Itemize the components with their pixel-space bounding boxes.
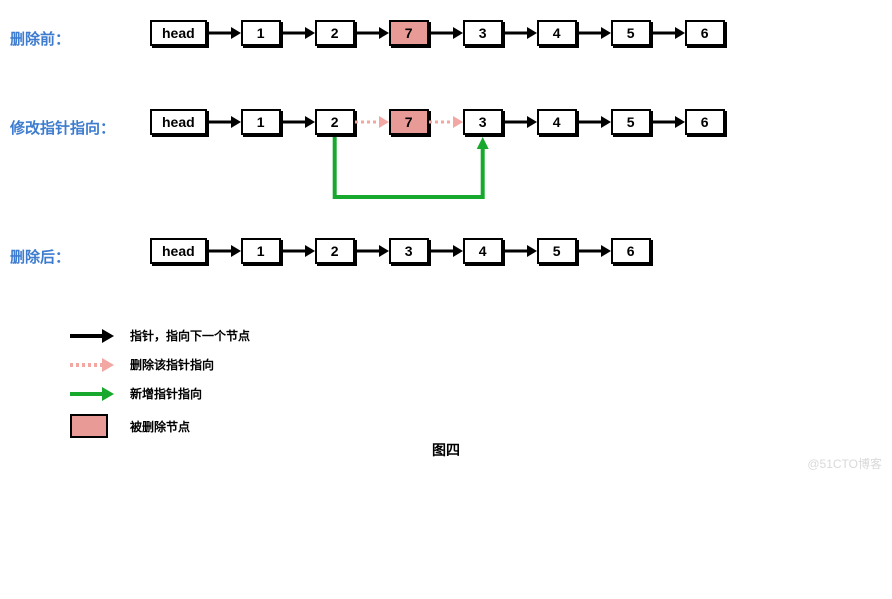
arrow xyxy=(207,109,241,135)
node: 3 xyxy=(389,238,429,264)
figure-label: 图四 xyxy=(10,440,882,460)
node: head xyxy=(150,238,207,264)
node: 5 xyxy=(611,109,651,135)
arrow xyxy=(355,20,389,46)
node: 2 xyxy=(315,109,355,135)
node: head xyxy=(150,109,207,135)
arrow xyxy=(281,238,315,264)
arrow-black-icon xyxy=(70,329,120,343)
legend-new-pointer: 新增指针指向 xyxy=(70,385,882,402)
arrow xyxy=(281,20,315,46)
arrow xyxy=(577,109,611,135)
row-before: 删除前： head 1 2 7 3 4 5 6 xyxy=(10,20,882,49)
arrow xyxy=(577,238,611,264)
arrow-pink-dashed-icon xyxy=(70,358,120,372)
arrow-dashed xyxy=(429,109,463,135)
chain-modify: head 1 2 7 3 4 5 6 xyxy=(150,109,725,135)
node: 2 xyxy=(315,238,355,264)
arrow xyxy=(207,20,241,46)
arrow xyxy=(429,20,463,46)
node-deleted: 7 xyxy=(389,109,429,135)
node: 6 xyxy=(611,238,651,264)
legend-pointer-text: 指针，指向下一个节点 xyxy=(130,327,250,344)
arrow xyxy=(503,20,537,46)
node: 6 xyxy=(685,20,725,46)
node: 5 xyxy=(611,20,651,46)
label-modify: 修改指针指向： xyxy=(10,109,150,138)
node: 2 xyxy=(315,20,355,46)
node: 3 xyxy=(463,109,503,135)
legend-deleted-node-text: 被删除节点 xyxy=(130,418,190,435)
chain-before: head 1 2 7 3 4 5 6 xyxy=(150,20,725,46)
node: head xyxy=(150,20,207,46)
node: 4 xyxy=(463,238,503,264)
arrow-green-icon xyxy=(70,387,120,401)
arrow xyxy=(207,238,241,264)
arrow xyxy=(355,238,389,264)
deleted-node-icon xyxy=(70,414,120,438)
node: 4 xyxy=(537,109,577,135)
row-after: 删除后： head 1 2 3 4 5 6 xyxy=(10,238,882,267)
chain-after: head 1 2 3 4 5 6 xyxy=(150,238,651,264)
node: 6 xyxy=(685,109,725,135)
node: 3 xyxy=(463,20,503,46)
legend-deleted-pointer-text: 删除该指针指向 xyxy=(130,356,214,373)
legend-deleted-pointer: 删除该指针指向 xyxy=(70,356,882,373)
node-deleted: 7 xyxy=(389,20,429,46)
arrow xyxy=(577,20,611,46)
arrow xyxy=(503,109,537,135)
legend-deleted-node: 被删除节点 xyxy=(70,414,882,438)
legend: 指针，指向下一个节点 删除该指针指向 新增指针指向 被删除节点 xyxy=(70,327,882,438)
row-modify: 修改指针指向： head 1 2 7 3 4 5 6 xyxy=(10,109,882,138)
label-after: 删除后： xyxy=(10,238,150,267)
arrow xyxy=(429,238,463,264)
label-before: 删除前： xyxy=(10,20,150,49)
arrow-dashed xyxy=(355,109,389,135)
node: 5 xyxy=(537,238,577,264)
node: 1 xyxy=(241,20,281,46)
node: 1 xyxy=(241,238,281,264)
watermark: @51CTO博客 xyxy=(807,455,882,472)
legend-pointer: 指针，指向下一个节点 xyxy=(70,327,882,344)
node: 4 xyxy=(537,20,577,46)
arrow xyxy=(651,20,685,46)
node: 1 xyxy=(241,109,281,135)
arrow xyxy=(651,109,685,135)
legend-new-pointer-text: 新增指针指向 xyxy=(130,385,202,402)
arrow xyxy=(281,109,315,135)
arrow xyxy=(503,238,537,264)
